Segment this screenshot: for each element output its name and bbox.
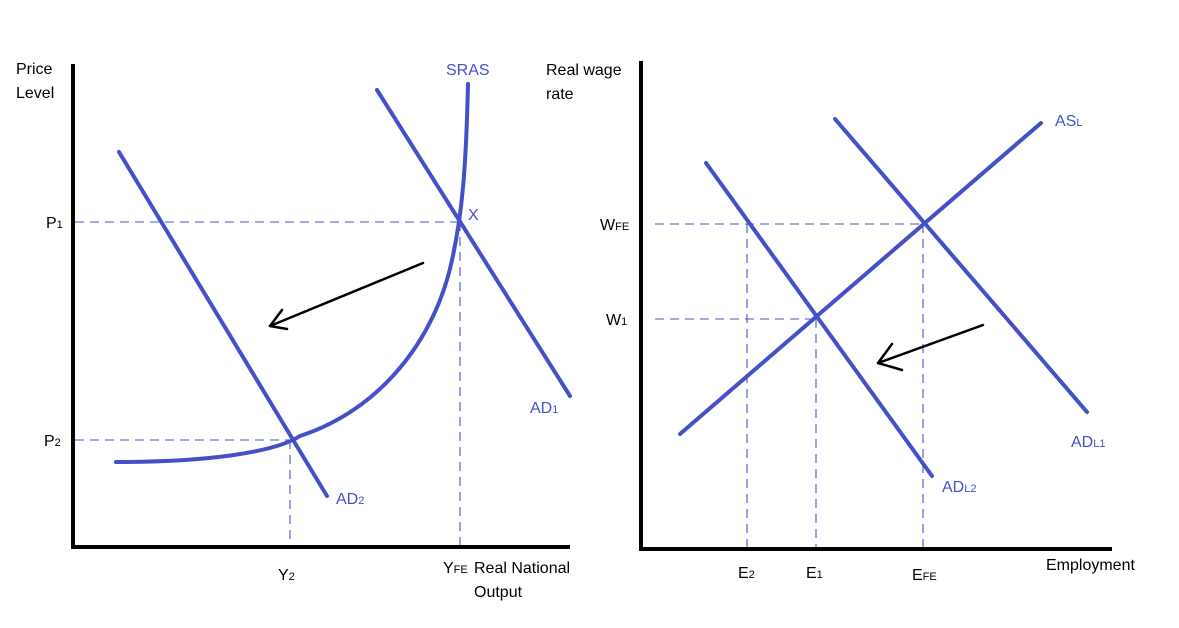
adl2-curve <box>704 161 934 478</box>
p2-tick-label: P2 <box>44 433 61 450</box>
left-diagram: Price Level Real National Output SRAS AD… <box>16 61 572 601</box>
ad1-label: AD1 <box>530 400 558 417</box>
ad2-curve <box>117 150 329 498</box>
yfe-tick-label: YFE <box>443 560 468 577</box>
w1-tick-label: W1 <box>606 312 627 329</box>
sras-label: SRAS <box>446 62 490 79</box>
e1-tick-label: E1 <box>806 565 823 582</box>
y2-tick-label: Y2 <box>278 567 295 584</box>
left-y-axis-label-line2: Level <box>16 85 54 102</box>
adl1-curve <box>833 117 1089 414</box>
adl2-label: ADL2 <box>942 479 976 496</box>
adl1-label: ADL1 <box>1071 434 1105 451</box>
left-y-axis-label-line1: Price <box>16 61 53 78</box>
right-y-axis-label-line1: Real wage <box>546 62 622 79</box>
efe-tick-label: EFE <box>912 567 937 584</box>
asl-label: ASL <box>1055 113 1082 130</box>
adl-shift-arrow <box>876 323 985 372</box>
right-x-axis-label: Employment <box>1046 557 1135 574</box>
equilibrium-point-x-label: X <box>468 207 479 224</box>
right-diagram: Real wage rate Employment ASL ADL1 ADL2 … <box>546 61 1135 584</box>
left-x-axis-label-line1: Real National <box>474 560 570 577</box>
ad2-label: AD2 <box>336 491 364 508</box>
sras-curve <box>114 82 470 464</box>
ad-shift-arrow <box>268 261 425 331</box>
asl-curve <box>678 121 1043 436</box>
right-y-axis-label-line2: rate <box>546 86 574 103</box>
e2-tick-label: E2 <box>738 565 755 582</box>
wfe-tick-label: WFE <box>600 217 629 234</box>
left-x-axis-label-line2: Output <box>474 584 523 601</box>
p1-tick-label: P1 <box>46 215 63 232</box>
ad1-curve <box>375 88 572 398</box>
